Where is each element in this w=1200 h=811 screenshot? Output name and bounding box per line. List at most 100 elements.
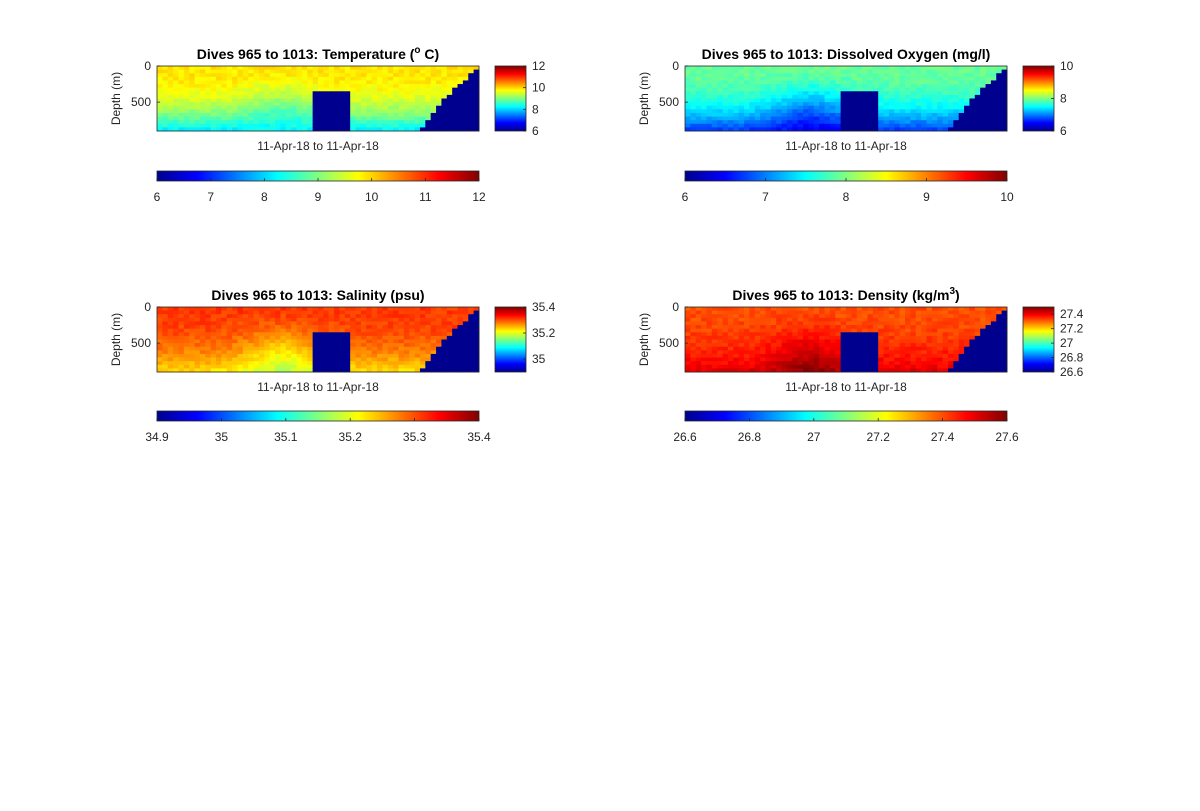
- heatmap-cell: [846, 307, 852, 312]
- heatmap-cell: [221, 69, 228, 74]
- heatmap-cell: [926, 307, 933, 312]
- heatmap-cell: [221, 314, 228, 319]
- heatmap-cell: [178, 105, 185, 110]
- heatmap-cell: [910, 76, 917, 81]
- heatmap-cell: [942, 69, 949, 74]
- heatmap-cell: [706, 91, 713, 96]
- heatmap-cell: [846, 69, 852, 74]
- heatmap-cell: [291, 353, 297, 358]
- heatmap-cell: [701, 314, 707, 319]
- heatmap-cell: [786, 76, 793, 81]
- heatmap-cell: [727, 346, 734, 351]
- heatmap-cell: [462, 343, 469, 348]
- heatmap-cell: [690, 120, 697, 125]
- heatmap-cell: [269, 73, 276, 78]
- heatmap-cell: [685, 357, 691, 362]
- heatmap-cell: [430, 120, 437, 125]
- heatmap-cell: [867, 368, 874, 373]
- heatmap-cells: [685, 66, 1008, 132]
- heatmap-cell: [323, 98, 330, 103]
- colorbar-gradient: [156, 410, 480, 422]
- heatmap-cell: [468, 317, 475, 322]
- heatmap-cell: [382, 332, 389, 337]
- heatmap-cell: [237, 94, 244, 99]
- heatmap-cell: [269, 80, 276, 85]
- heatmap-cell: [398, 69, 405, 74]
- heatmap-cell: [980, 346, 986, 351]
- heatmap-cell: [765, 361, 772, 366]
- heatmap-cell: [990, 328, 997, 333]
- heatmap-cell: [813, 73, 820, 78]
- heatmap-cell: [733, 112, 740, 117]
- heatmap-cell: [436, 321, 442, 326]
- heatmap-cell: [237, 76, 244, 81]
- heatmap-cell: [695, 98, 702, 103]
- heatmap-cell: [403, 368, 410, 373]
- plot-frame: [156, 306, 480, 373]
- heatmap-cell: [915, 357, 922, 362]
- heatmap-cell: [419, 328, 426, 333]
- heatmap-cell: [226, 76, 233, 81]
- heatmap-cell: [829, 346, 836, 351]
- heatmap-cell: [813, 343, 820, 348]
- heatmap-cell: [781, 364, 788, 369]
- heatmap-cell: [205, 84, 212, 89]
- heatmap-cell: [824, 84, 831, 89]
- heatmap-cell: [377, 76, 383, 81]
- heatmap-cell: [253, 368, 260, 373]
- heatmap-cell: [808, 350, 815, 355]
- heatmap-cell: [921, 127, 927, 132]
- heatmap-cell: [199, 116, 206, 121]
- heatmap-cell: [953, 314, 960, 319]
- heatmap-cell: [964, 87, 970, 92]
- heatmap-cell: [786, 353, 793, 358]
- heatmap-cell: [264, 112, 271, 117]
- heatmap-cell: [414, 120, 421, 125]
- heatmap-cell: [899, 364, 906, 369]
- heatmap-cell: [824, 66, 831, 71]
- heatmap-cell: [776, 339, 782, 344]
- heatmap-cell: [862, 73, 868, 78]
- heatmap-cell: [382, 335, 389, 340]
- heatmap-cell: [867, 310, 874, 315]
- heatmap-cell: [280, 332, 287, 337]
- heatmap-cell: [942, 73, 949, 78]
- heatmap-cell: [888, 112, 895, 117]
- heatmap-cell: [371, 109, 378, 114]
- heatmap-cell: [974, 69, 981, 74]
- heatmap-cell: [727, 353, 734, 358]
- heatmap-cell: [883, 357, 890, 362]
- heatmap-cell: [425, 94, 432, 99]
- heatmap-cell: [722, 116, 729, 121]
- heatmap-cell: [403, 73, 410, 78]
- heatmap-cell: [409, 66, 415, 71]
- heatmap-cell: [701, 364, 707, 369]
- heatmap-cell: [307, 335, 314, 340]
- heatmap-cell: [942, 123, 949, 128]
- heatmap-cell: [409, 314, 415, 319]
- heatmap-cell: [398, 66, 405, 71]
- heatmap-cell: [344, 321, 351, 326]
- heatmap-cell: [786, 84, 793, 89]
- heatmap-cell: [446, 87, 453, 92]
- heatmap-cell: [258, 364, 265, 369]
- heatmap-cell: [446, 307, 453, 312]
- heatmap-cell: [318, 109, 324, 114]
- heatmap-cell: [856, 332, 863, 337]
- heatmap-cell: [194, 307, 201, 312]
- heatmap-cell: [926, 69, 933, 74]
- heatmap-cell: [328, 112, 335, 117]
- heatmap-cell: [797, 353, 804, 358]
- heatmap-cell: [776, 361, 782, 366]
- heatmap-cell: [452, 109, 458, 114]
- heatmap-cell: [846, 353, 852, 358]
- heatmap-cell: [840, 87, 847, 92]
- heatmap-cell: [462, 321, 469, 326]
- heatmap-cell: [786, 314, 793, 319]
- heatmap-cell: [760, 123, 766, 128]
- heatmap-cell: [167, 76, 174, 81]
- heatmap-cell: [178, 66, 185, 71]
- heatmap-cell: [387, 94, 394, 99]
- heatmap-cell: [441, 109, 448, 114]
- heatmap-cell: [162, 361, 169, 366]
